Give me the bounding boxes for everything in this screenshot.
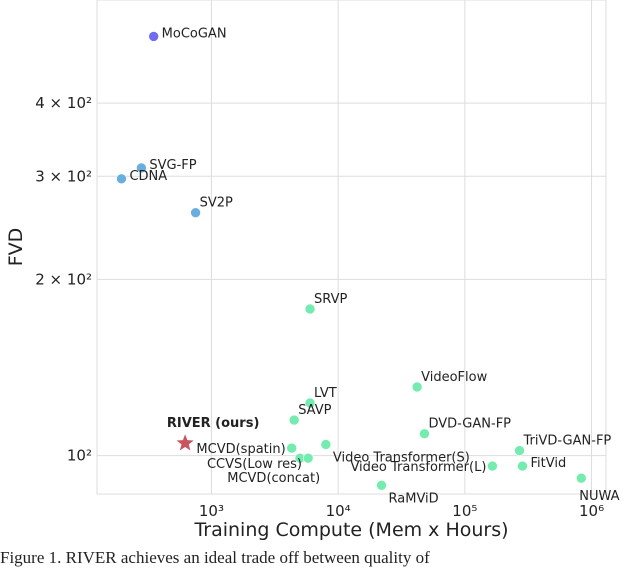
label-mcvd-concat: MCVD(concat): [227, 471, 320, 486]
label-fitvid: FitVid: [530, 456, 566, 471]
point-cdna: [116, 173, 127, 185]
label-video-transformer-s: Video Transformer(S): [333, 450, 470, 465]
label-lvt: LVT: [314, 386, 337, 401]
label-trivd-gan-fp: TriVD-GAN-FP: [523, 434, 612, 449]
point-video-transformer-s: [320, 439, 332, 450]
label-ramvid: RaMViD: [389, 491, 439, 506]
label-mcvd-spatin: MCVD(spatin): [196, 442, 285, 457]
x-tick-label: 10³: [199, 502, 224, 520]
label-dvd-gan-fp: DVD-GAN-FP: [428, 417, 511, 432]
point-nuwa: [576, 472, 587, 484]
point-river-ours: [176, 434, 194, 451]
label-river-ours: RIVER (ours): [167, 416, 260, 431]
point-savp: [288, 414, 300, 426]
label-sv2p: SV2P: [200, 196, 233, 211]
point-fitvid: [517, 460, 528, 472]
point-trivd-gan-fp: [514, 445, 525, 456]
x-tick-label: 10⁶: [579, 502, 604, 520]
point-srvp: [304, 303, 316, 315]
label-cdna: CDNA: [129, 169, 167, 184]
point-lvt: [304, 397, 316, 409]
data-points: [116, 31, 587, 491]
y-axis-title: FVD: [5, 228, 27, 267]
figure-caption: Figure 1. RIVER achieves an ideal trade …: [0, 548, 430, 567]
label-videoflow: VideoFlow: [421, 370, 487, 385]
y-tick-label: 3 × 10²: [35, 167, 92, 185]
x-tick-label: 10⁵: [452, 502, 477, 520]
label-svg-fp: SVG-FP: [149, 158, 196, 173]
grid-lines: [97, 0, 606, 494]
label-video-transformer-l: Video Transformer(L): [350, 460, 486, 475]
x-tick-label: 10⁴: [326, 502, 351, 520]
point-ramvid: [376, 479, 387, 491]
label-savp: SAVP: [298, 403, 331, 418]
point-mcvd-spatin: [286, 442, 297, 454]
point-mcvd-concat: [302, 452, 314, 464]
plot-frame: [96, 0, 607, 495]
point-sv2p: [190, 207, 201, 218]
y-tick-label: 10²: [67, 447, 92, 465]
point-svg-fp: [136, 162, 147, 174]
x-axis-title: Training Compute (Mem x Hours): [193, 519, 508, 541]
label-ccvs-low-res: CCVS(Low res): [207, 457, 302, 472]
point-videoflow: [411, 381, 423, 393]
label-nuwa: NUWA: [579, 489, 619, 504]
point-dvd-gan-fp: [419, 428, 430, 440]
y-tick-label: 4 × 10²: [35, 94, 92, 112]
label-mocogan: MoCoGAN: [162, 26, 227, 41]
axis-ticks: 10³ 10⁴ 10⁵ 10⁶ 10² 2 × 10² 3 × 10² 4 × 10²: [35, 94, 604, 520]
point-mocogan: [148, 31, 159, 42]
label-srvp: SRVP: [314, 292, 347, 307]
fvd-vs-compute-scatter-chart: 10³ 10⁴ 10⁵ 10⁶ 10² 2 × 10² 3 × 10² 4 × 10² MoC…: [5, 0, 620, 541]
y-tick-label: 2 × 10²: [35, 270, 92, 288]
point-video-transformer-l: [487, 460, 498, 472]
